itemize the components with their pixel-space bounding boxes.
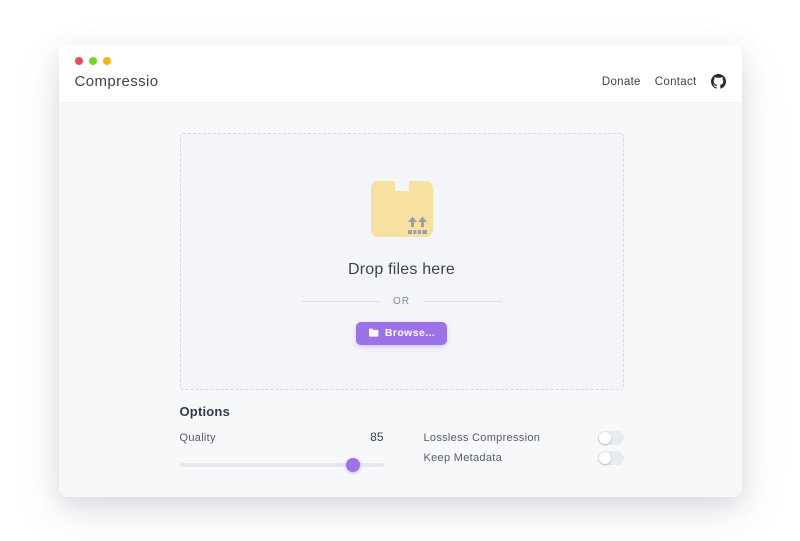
toggle-knob (598, 431, 611, 444)
divider-line-left (301, 300, 380, 302)
nav-link-contact[interactable]: Contact (654, 75, 697, 88)
header-nav: Donate Contact (602, 74, 726, 89)
or-divider: OR (301, 295, 502, 307)
or-label: OR (393, 295, 410, 307)
app-body: Drop files here OR Browse... Options Qua… (58, 103, 742, 497)
quality-slider-thumb[interactable] (345, 458, 360, 472)
app-title: Compressio (74, 73, 159, 90)
lossless-compression-label: Lossless Compression (423, 431, 541, 444)
keep-metadata-toggle[interactable] (597, 450, 624, 465)
window-titlebar (58, 45, 742, 65)
github-icon[interactable] (710, 74, 726, 89)
keep-metadata-label: Keep Metadata (423, 451, 503, 464)
quality-slider-track[interactable] (179, 463, 384, 467)
app-window: Compressio Donate Contact Drop f (58, 45, 742, 497)
lossless-compression-row: Lossless Compression (424, 430, 624, 445)
folder-icon (368, 328, 379, 337)
quality-value: 85 (370, 430, 384, 444)
traffic-light-yellow-icon[interactable] (102, 57, 111, 65)
options-section: Options Quality 85 Lossless Compression (179, 404, 624, 497)
file-dropzone[interactable]: Drop files here OR Browse... (179, 133, 624, 390)
browse-button[interactable]: Browse... (355, 321, 448, 345)
traffic-light-red-icon[interactable] (74, 57, 83, 65)
quality-slider[interactable] (179, 458, 384, 472)
toggle-knob (598, 451, 611, 464)
keep-metadata-row: Keep Metadata (424, 450, 624, 465)
options-heading: Options (179, 404, 231, 419)
dropzone-heading: Drop files here (347, 260, 456, 278)
app-header: Compressio Donate Contact (58, 65, 742, 103)
traffic-light-green-icon[interactable] (88, 57, 97, 65)
divider-line-right (423, 300, 502, 302)
package-box-icon (370, 180, 433, 237)
toggle-controls: Lossless Compression Keep Metadata (424, 430, 624, 472)
nav-link-donate[interactable]: Donate (601, 75, 641, 88)
quality-control: Quality 85 (179, 430, 384, 472)
quality-label: Quality (179, 432, 216, 444)
browse-button-label: Browse... (384, 326, 436, 339)
lossless-compression-toggle[interactable] (597, 430, 624, 445)
